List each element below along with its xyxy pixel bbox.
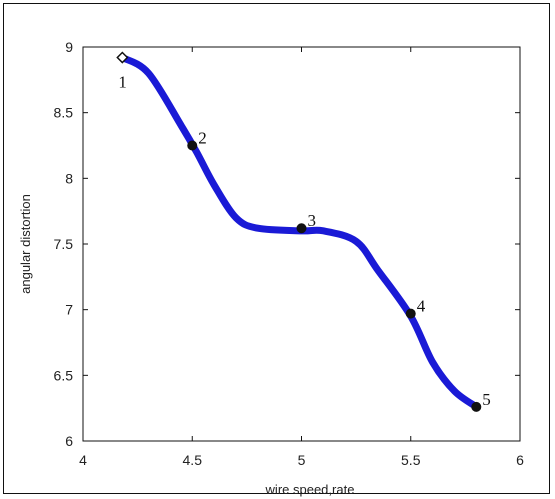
point-label: 5: [482, 390, 491, 409]
y-tick-label: 7: [65, 302, 73, 318]
y-tick-label: 6.5: [54, 367, 74, 383]
point-marker: [471, 401, 482, 412]
point-label: 4: [417, 297, 426, 316]
x-tick-label: 4.5: [183, 452, 203, 468]
point-label: 2: [198, 129, 207, 148]
point-marker: [296, 223, 307, 234]
x-tick-label: 5: [298, 452, 306, 468]
y-tick-label: 7.5: [54, 236, 74, 252]
point-marker: [116, 51, 129, 64]
point-label: 1: [118, 73, 127, 92]
point-markers: 1 2 3 4 5: [116, 51, 491, 412]
x-tick-label: 5.5: [401, 452, 421, 468]
x-tick-label: 6: [516, 452, 524, 468]
point-marker: [187, 140, 198, 151]
x-tick-label: 4: [79, 452, 87, 468]
y-tick-label: 8: [65, 170, 73, 186]
x-axis-label: wire speed,rate: [265, 482, 355, 497]
y-tick-label: 6: [65, 433, 73, 449]
plot-area: [82, 46, 521, 442]
y-tick-label: 9: [65, 39, 73, 55]
axis-ticks: 4 4.5 5 5.5 6 6 6.5 7 7.5 8 8.5 9: [54, 39, 525, 468]
point-marker: [405, 308, 416, 319]
point-label: 3: [308, 211, 317, 230]
y-axis-label: angular distortion: [18, 194, 33, 294]
y-tick-label: 8.5: [54, 105, 74, 121]
